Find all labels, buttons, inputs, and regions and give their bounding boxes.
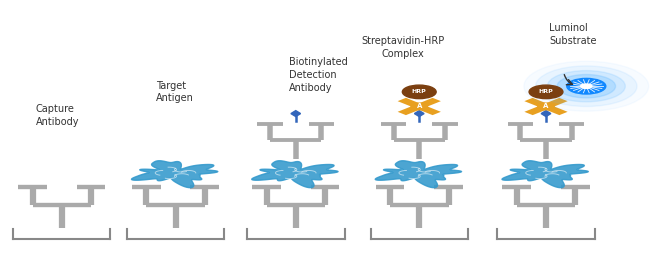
Text: HRP: HRP [539,89,553,94]
Circle shape [538,103,554,110]
Polygon shape [542,98,567,108]
Circle shape [557,75,616,98]
Circle shape [536,66,637,107]
Circle shape [524,61,649,111]
Circle shape [411,103,428,110]
Text: HRP: HRP [412,89,426,94]
Text: Capture
Antibody: Capture Antibody [36,104,79,127]
Text: Streptavidin-HRP
Complex: Streptavidin-HRP Complex [361,36,445,59]
Polygon shape [375,161,461,188]
Polygon shape [502,161,588,188]
Polygon shape [131,161,218,188]
Polygon shape [252,161,338,188]
Text: Luminol
Substrate: Luminol Substrate [549,23,597,46]
Polygon shape [415,105,441,115]
Polygon shape [525,98,550,108]
Circle shape [402,85,436,99]
Polygon shape [541,110,551,116]
Circle shape [581,84,592,88]
Polygon shape [398,105,423,115]
Polygon shape [415,98,441,108]
Circle shape [547,71,625,102]
Circle shape [529,85,563,99]
Circle shape [567,79,606,94]
Polygon shape [542,105,567,115]
Polygon shape [398,98,423,108]
Polygon shape [291,110,300,116]
Polygon shape [415,110,424,116]
Polygon shape [525,105,550,115]
Text: Target
Antigen: Target Antigen [156,81,194,103]
Text: A: A [417,103,422,109]
Text: A: A [543,103,549,109]
Text: Biotinylated
Detection
Antibody: Biotinylated Detection Antibody [289,57,348,93]
